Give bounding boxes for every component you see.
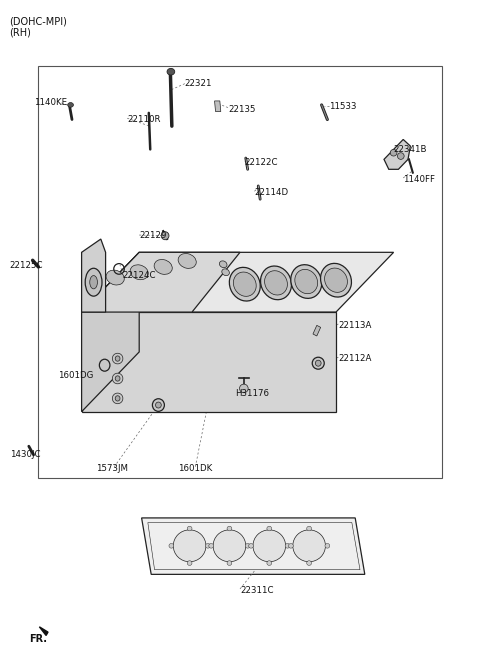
Ellipse shape <box>233 272 256 296</box>
Polygon shape <box>384 139 410 169</box>
Ellipse shape <box>209 543 214 548</box>
Ellipse shape <box>153 398 164 411</box>
Ellipse shape <box>227 560 232 566</box>
Ellipse shape <box>112 393 123 404</box>
Polygon shape <box>215 101 221 112</box>
Ellipse shape <box>324 268 348 292</box>
Text: FR.: FR. <box>29 633 47 644</box>
Ellipse shape <box>115 356 120 361</box>
Ellipse shape <box>154 260 172 274</box>
Ellipse shape <box>173 530 206 562</box>
Text: (RH): (RH) <box>10 28 32 38</box>
Ellipse shape <box>261 266 291 299</box>
Polygon shape <box>39 627 48 635</box>
Ellipse shape <box>99 359 110 371</box>
Ellipse shape <box>245 543 250 548</box>
Ellipse shape <box>90 276 97 289</box>
Text: 22114D: 22114D <box>254 188 288 197</box>
Ellipse shape <box>169 543 174 548</box>
Ellipse shape <box>293 530 325 562</box>
Text: 1601DK: 1601DK <box>178 463 212 473</box>
Ellipse shape <box>106 270 124 285</box>
Text: 1573JM: 1573JM <box>96 463 128 473</box>
Ellipse shape <box>115 376 120 381</box>
Ellipse shape <box>178 254 196 268</box>
Ellipse shape <box>240 384 248 392</box>
Text: 22124C: 22124C <box>122 271 156 280</box>
Ellipse shape <box>253 530 286 562</box>
Ellipse shape <box>167 68 175 75</box>
Ellipse shape <box>187 560 192 566</box>
Text: 22311C: 22311C <box>240 586 274 596</box>
Text: 22122C: 22122C <box>245 158 278 167</box>
Text: 1140FF: 1140FF <box>403 175 435 184</box>
Polygon shape <box>82 239 106 312</box>
Text: 22129: 22129 <box>139 231 167 240</box>
Ellipse shape <box>130 265 148 280</box>
Polygon shape <box>82 312 336 412</box>
Ellipse shape <box>307 526 312 531</box>
Ellipse shape <box>222 269 229 276</box>
Ellipse shape <box>115 396 120 401</box>
Text: 1601DG: 1601DG <box>58 371 93 380</box>
Ellipse shape <box>219 261 227 268</box>
Text: 22110R: 22110R <box>127 115 161 124</box>
Ellipse shape <box>85 268 102 296</box>
Bar <box>38 66 442 478</box>
Polygon shape <box>82 252 240 312</box>
Text: 22125C: 22125C <box>10 261 43 270</box>
Ellipse shape <box>288 543 293 548</box>
Text: 1140KE: 1140KE <box>34 98 67 108</box>
Polygon shape <box>82 252 139 412</box>
Ellipse shape <box>161 232 169 240</box>
Polygon shape <box>313 325 321 336</box>
Text: 22135: 22135 <box>228 105 255 114</box>
Ellipse shape <box>307 560 312 566</box>
Text: 22341B: 22341B <box>394 145 427 154</box>
Text: 1430JC: 1430JC <box>10 450 40 459</box>
Text: 22113A: 22113A <box>338 321 372 330</box>
Ellipse shape <box>227 526 232 531</box>
Ellipse shape <box>156 402 161 408</box>
Ellipse shape <box>285 543 290 548</box>
Ellipse shape <box>112 373 123 384</box>
Text: H31176: H31176 <box>235 388 269 398</box>
Ellipse shape <box>291 265 322 298</box>
Ellipse shape <box>397 153 404 159</box>
Ellipse shape <box>264 271 288 295</box>
Ellipse shape <box>267 526 272 531</box>
Ellipse shape <box>213 530 246 562</box>
Text: (DOHC-MPI): (DOHC-MPI) <box>10 17 68 27</box>
Text: 22112A: 22112A <box>338 354 372 363</box>
Ellipse shape <box>205 543 210 548</box>
Ellipse shape <box>68 103 73 107</box>
Ellipse shape <box>315 360 321 366</box>
Text: 11533: 11533 <box>329 102 356 111</box>
Ellipse shape <box>312 357 324 369</box>
Ellipse shape <box>249 543 253 548</box>
Ellipse shape <box>112 353 123 364</box>
Ellipse shape <box>321 264 351 297</box>
Ellipse shape <box>325 543 330 548</box>
Text: 22321: 22321 <box>185 78 212 88</box>
Polygon shape <box>142 518 365 574</box>
Ellipse shape <box>229 268 260 301</box>
Polygon shape <box>82 252 394 312</box>
Ellipse shape <box>390 149 397 156</box>
Ellipse shape <box>295 270 318 293</box>
Ellipse shape <box>267 560 272 566</box>
Ellipse shape <box>187 526 192 531</box>
